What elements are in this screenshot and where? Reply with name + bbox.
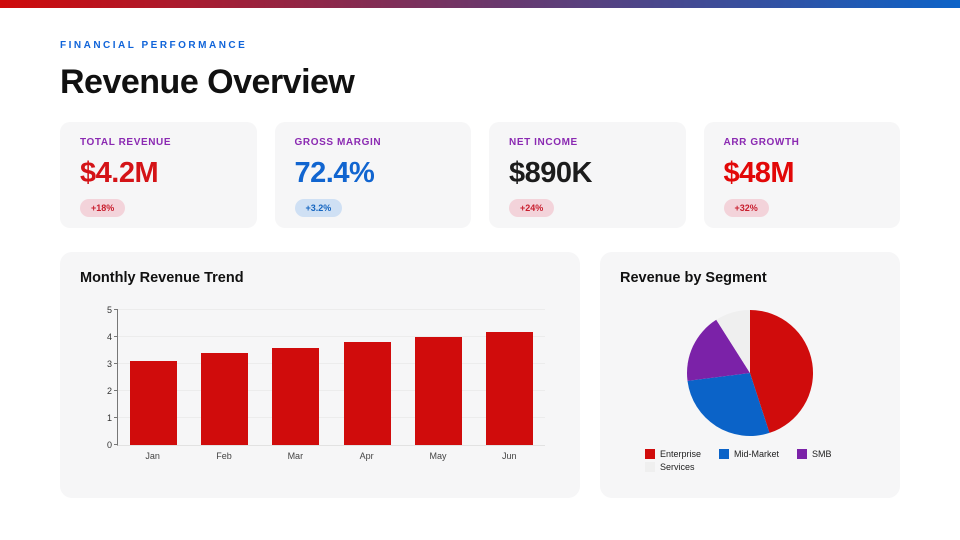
kpi-value: $4.2M	[80, 157, 159, 189]
charts-row: Monthly Revenue Trend 0 1 2 3 4 5 Jan Feb Mar Ap…	[60, 252, 900, 498]
bar-jun	[485, 331, 533, 445]
bar-mar	[272, 347, 320, 445]
gridline	[118, 417, 545, 418]
section-eyebrow: FINANCIAL PERFORMANCE	[60, 40, 248, 51]
pie-slice-mid-market	[687, 373, 770, 437]
kpi-value: 72.4%	[294, 157, 375, 189]
legend-swatch	[645, 462, 655, 472]
y-axis-label: 4	[106, 332, 112, 342]
pie-slice-smb	[687, 319, 750, 381]
segment-panel: Revenue by Segment Enterprise Mid-Market S…	[600, 252, 900, 498]
kpi-value: $48M	[723, 157, 795, 189]
legend-item-services: Services	[645, 462, 695, 472]
kpi-card-net-income: NET INCOME $890K +24%	[489, 122, 686, 228]
pie-chart	[620, 308, 880, 438]
gridline	[118, 363, 545, 364]
y-axis-tick	[114, 363, 118, 364]
y-axis-tick	[114, 417, 118, 418]
kpi-value: $890K	[509, 157, 592, 189]
x-axis-label: Jun	[502, 451, 517, 461]
pie-chart-svg	[687, 310, 814, 437]
y-axis-label: 5	[106, 305, 112, 315]
kpi-row: TOTAL REVENUE $4.2M +18% GROSS MARGIN 72…	[60, 122, 900, 228]
y-axis-tick	[114, 444, 118, 445]
legend-item-mid-market: Mid-Market	[719, 449, 779, 459]
legend-label: Enterprise	[660, 449, 702, 459]
bar-may	[414, 337, 462, 445]
legend-label: SMB	[812, 449, 832, 459]
top-accent-bar	[0, 0, 960, 8]
pie-slice-services	[716, 310, 750, 373]
y-axis-label: 3	[106, 359, 112, 369]
page-content: FINANCIAL PERFORMANCE Revenue Overview T…	[0, 40, 960, 498]
kpi-label: TOTAL REVENUE	[80, 137, 172, 148]
gridline	[118, 309, 545, 310]
bar-apr	[343, 342, 391, 445]
y-axis-label: 0	[106, 440, 112, 450]
kpi-change-badge: +32%	[723, 199, 769, 217]
x-axis-label: Jan	[145, 451, 160, 461]
x-axis-label: May	[429, 451, 447, 461]
monthly-revenue-panel: Monthly Revenue Trend 0 1 2 3 4 5 Jan Feb Mar Ap…	[60, 252, 580, 498]
x-axis-label: Mar	[287, 451, 304, 461]
pie-chart-title: Revenue by Segment	[620, 270, 767, 286]
y-axis-tick	[114, 336, 118, 337]
page-title: Revenue Overview	[60, 63, 355, 101]
legend-swatch	[645, 449, 655, 459]
kpi-label: GROSS MARGIN	[294, 137, 382, 148]
kpi-label: ARR GROWTH	[723, 137, 800, 148]
y-axis-label: 2	[106, 386, 112, 396]
bar-chart-x-axis-labels: Jan Feb Mar Apr May Jun	[117, 451, 545, 461]
kpi-card-gross-margin: GROSS MARGIN 72.4% +3.2%	[274, 122, 471, 228]
legend-item-enterprise: Enterprise	[645, 449, 701, 459]
legend-item-smb: SMB	[797, 449, 832, 459]
bar-chart-plot: 0 1 2 3 4 5	[107, 305, 545, 450]
gridline	[118, 390, 545, 391]
bar-feb	[201, 353, 249, 445]
gridline	[118, 336, 545, 337]
bar-series	[118, 310, 545, 445]
pie-legend: Enterprise Mid-Market SMB Services	[620, 449, 880, 472]
kpi-card-arr-growth: ARR GROWTH $48M +32%	[703, 122, 900, 228]
kpi-change-badge: +3.2%	[294, 199, 343, 217]
legend-swatch	[719, 449, 730, 459]
legend-label: Mid-Market	[734, 449, 780, 459]
x-axis-label: Feb	[216, 451, 232, 461]
y-axis-tick	[114, 390, 118, 391]
y-axis-label: 1	[106, 413, 112, 423]
pie-slice-enterprise	[750, 310, 814, 433]
kpi-change-badge: +24%	[509, 199, 555, 217]
y-axis-tick	[114, 309, 118, 310]
bar-chart-title: Monthly Revenue Trend	[80, 270, 244, 286]
legend-swatch	[797, 449, 808, 459]
kpi-card-total-revenue: TOTAL REVENUE $4.2M +18%	[60, 122, 257, 228]
legend-label: Services	[660, 462, 695, 472]
kpi-label: NET INCOME	[509, 137, 578, 148]
kpi-change-badge: +18%	[80, 199, 126, 217]
bar-jan	[130, 361, 178, 445]
x-axis-label: Apr	[359, 451, 374, 461]
bar-chart: 0 1 2 3 4 5 Jan Feb Mar Apr May Jun	[107, 305, 545, 461]
